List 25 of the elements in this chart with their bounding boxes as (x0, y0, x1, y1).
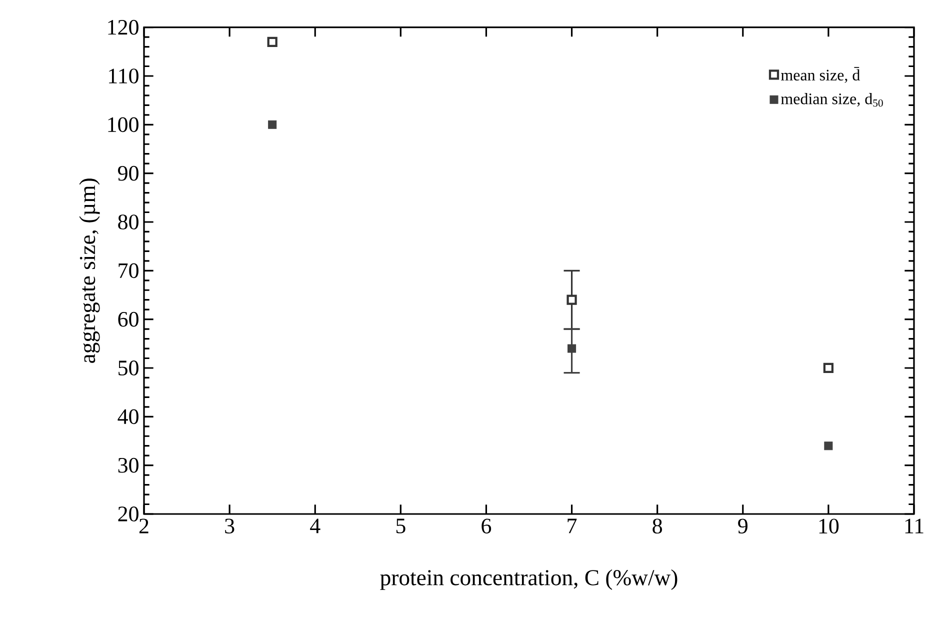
y-tick-label: 20 (118, 506, 138, 522)
x-tick-label: 6 (482, 518, 492, 534)
y-axis-title: aggregate size, (µm) (79, 178, 100, 363)
y-tick-label: 40 (118, 409, 138, 424)
x-tick-label: 4 (310, 518, 320, 534)
legend-label: median size, d$_{50}$ (780, 93, 883, 107)
y-tick-label: 120 (108, 20, 138, 35)
y-tick-label: 90 (118, 166, 138, 181)
x-tick-label: 8 (652, 518, 662, 534)
x-tick-label: 5 (396, 518, 406, 534)
y-tick-label: 50 (118, 360, 138, 376)
x-tick-label: 11 (905, 518, 924, 534)
x-tick-label: 3 (225, 518, 234, 534)
legend-label: mean size, d̄ (780, 67, 860, 83)
y-tick-label: 110 (109, 68, 138, 84)
y-tick-label: 70 (118, 263, 138, 278)
x-tick-label: 2 (139, 518, 148, 534)
x-tick-label: 7 (568, 518, 577, 534)
x-tick-label: 9 (738, 518, 748, 534)
x-tick-label: 10 (819, 518, 839, 534)
y-tick-label: 80 (118, 214, 138, 230)
y-tick-label: 30 (118, 458, 138, 473)
y-tick-label: 100 (108, 117, 138, 132)
x-axis-title: protein concentration, C (%w/w) (380, 569, 678, 590)
y-tick-label: 60 (118, 312, 138, 327)
